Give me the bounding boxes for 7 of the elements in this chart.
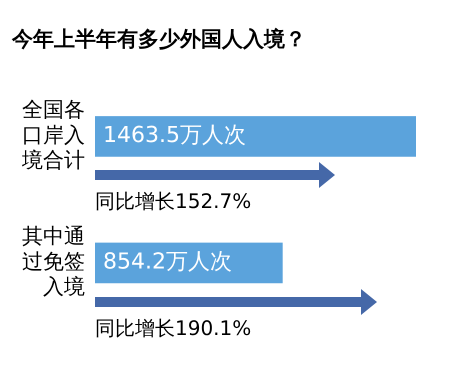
y-tick-label: 其中通过免签入境 <box>22 224 85 299</box>
annotation: 同比增长190.1% <box>95 314 252 342</box>
chart-title: 今年上半年有多少外国人入境？ <box>11 27 306 52</box>
data-label: 1463.5万人次 <box>103 123 246 148</box>
annotation: 同比增长152.7% <box>95 188 252 216</box>
data-label: 854.2万人次 <box>103 250 232 275</box>
y-tick-label: 全国各口岸入境合计 <box>21 98 85 172</box>
